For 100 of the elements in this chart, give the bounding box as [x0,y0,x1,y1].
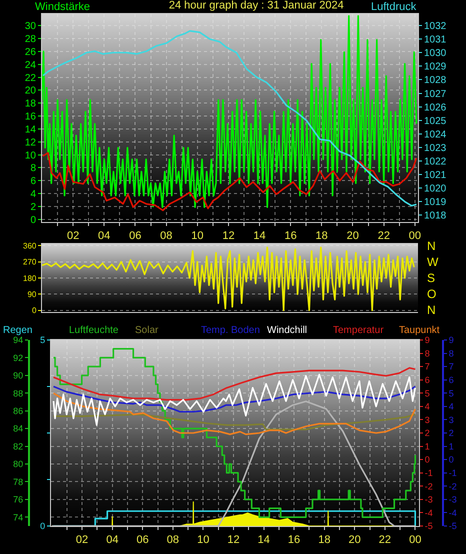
y2-tick-label: 0 [40,521,46,532]
text: Solar [135,325,160,336]
y-tick-label: 22 [24,72,36,84]
x-tick-label: 04 [98,230,110,242]
y-tick-label: 18 [24,98,36,110]
y-tick-label: 6 [30,176,36,188]
y-tick-label: 82 [13,441,24,452]
x-tick-label: 22 [378,534,392,546]
line-series [52,414,416,430]
y-tick-label: 2 [30,202,36,213]
y2-tick-label: 2 [448,428,454,438]
y-tick-label: 92 [13,352,24,363]
y-tick-label: 270 [23,258,37,267]
y2-tick-label: 1026 [424,102,447,114]
y-tick-label: 28 [24,34,36,46]
y-tick-label: -1 [424,468,433,478]
x-tick-label: 08 [160,230,172,242]
y2-tick-label: 9 [448,335,454,346]
x-tick-label: 06 [129,230,142,242]
y-tick-label: 8 [30,163,36,174]
text: N [427,303,436,317]
y-tick-label: 24 [24,60,36,71]
y-tick-label: 0 [30,214,36,226]
text: Taupunkt [399,325,440,336]
y2-tick-label: -4 [448,508,457,518]
y-tick-label: 84 [13,424,24,434]
y2-tick-label: 3 [448,414,454,425]
y2-tick-label: -3 [448,494,457,505]
line-series [52,386,416,413]
y2-tick-label: 1030 [424,48,447,60]
y2-tick-label: 1023 [424,142,447,154]
y2-tick-label: 0 [448,454,454,465]
text: W [427,255,439,269]
y2-tick-label: 1020 [424,184,447,195]
x-tick-label: 22 [378,230,390,242]
x-tick-label: 16 [288,534,300,546]
line-series [52,367,416,401]
x-tick-label: 00 [408,230,422,242]
series-label: Luftfeuchte [69,325,119,336]
y-tick-label: 0 [32,306,37,316]
y2-tick-label: 4 [448,402,454,412]
x-tick-label: 14 [258,534,270,546]
x-tick-label: 08 [166,534,180,546]
text: Temp. Boden [201,325,260,336]
line-series [52,374,416,426]
x-tick-label: 20 [346,230,359,242]
y2-tick-label: 1027 [424,88,447,100]
y-tick-label: 2 [424,428,430,438]
y-tick-label: 0 [424,454,430,465]
text: O [427,287,436,301]
y-tick-label: 86 [13,406,24,416]
y2-tick-label: -2 [448,481,457,492]
y2-tick-label: 1021 [424,170,447,182]
text: N [427,239,436,253]
y-tick-label: 26 [24,46,36,58]
text: Regen [3,325,32,336]
y2-tick-label: 1028 [424,75,447,86]
y-tick-label: 4 [30,189,36,200]
y-tick-label: 90 [13,370,24,381]
y-tick-label: 76 [13,494,24,505]
y-tick-label: 5 [424,388,430,398]
y2-tick-label: 1025 [424,116,447,127]
y-tick-label: 9 [424,335,430,346]
x-tick-label: 02 [66,230,80,242]
y-tick-label: 360 [23,241,37,250]
x-tick-label: 12 [222,230,235,242]
y-tick-label: 30 [24,21,36,32]
y-tick-label: 90 [27,290,37,299]
y2-tick-label: 1031 [424,34,447,46]
x-tick-label: 18 [316,230,328,242]
y2-tick-label: -5 [448,521,457,532]
y-tick-label: 8 [424,348,430,358]
y-tick-label: 4 [424,402,430,412]
y-tick-label: 80 [13,459,24,470]
y2-tick-label: 5 [40,335,46,346]
line-series [52,392,416,436]
x-tick-label: 10 [197,534,210,546]
y-tick-label: -5 [424,521,433,532]
y2-tick-label: 5 [448,388,454,398]
line-series [42,152,418,212]
y-tick-label: -2 [424,481,433,492]
y-axis-title: Windstärke [35,1,90,13]
y2-tick-label: 6 [448,375,454,386]
y-tick-label: 78 [13,476,24,487]
text: Windchill [267,325,308,336]
x-tick-label: 16 [284,230,297,242]
x-tick-label: 10 [191,230,204,242]
y2-tick-label: 1019 [424,197,447,208]
y2-tick-label: 8 [448,348,454,358]
y2-tick-label: 7 [448,362,454,372]
y-tick-label: 14 [24,124,36,136]
y2-axis-title: Luftdruck [371,1,417,13]
y2-tick-label: 1024 [424,129,447,140]
y-tick-label: -4 [424,508,433,518]
y2-tick-label: 1029 [424,62,447,73]
y-tick-label: 12 [24,137,36,148]
x-tick-label: 06 [136,534,149,546]
y-tick-label: 88 [13,388,24,398]
y-tick-label: 10 [24,150,36,162]
y2-tick-label: -1 [448,468,457,478]
